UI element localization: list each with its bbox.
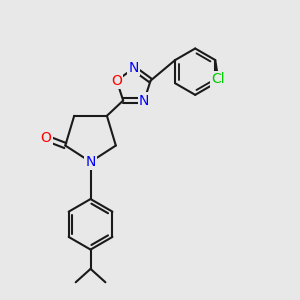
Text: Cl: Cl — [212, 72, 225, 86]
Text: O: O — [111, 74, 122, 88]
Text: O: O — [40, 131, 51, 145]
Text: N: N — [139, 94, 149, 107]
Text: N: N — [85, 155, 96, 169]
Text: N: N — [128, 61, 139, 75]
